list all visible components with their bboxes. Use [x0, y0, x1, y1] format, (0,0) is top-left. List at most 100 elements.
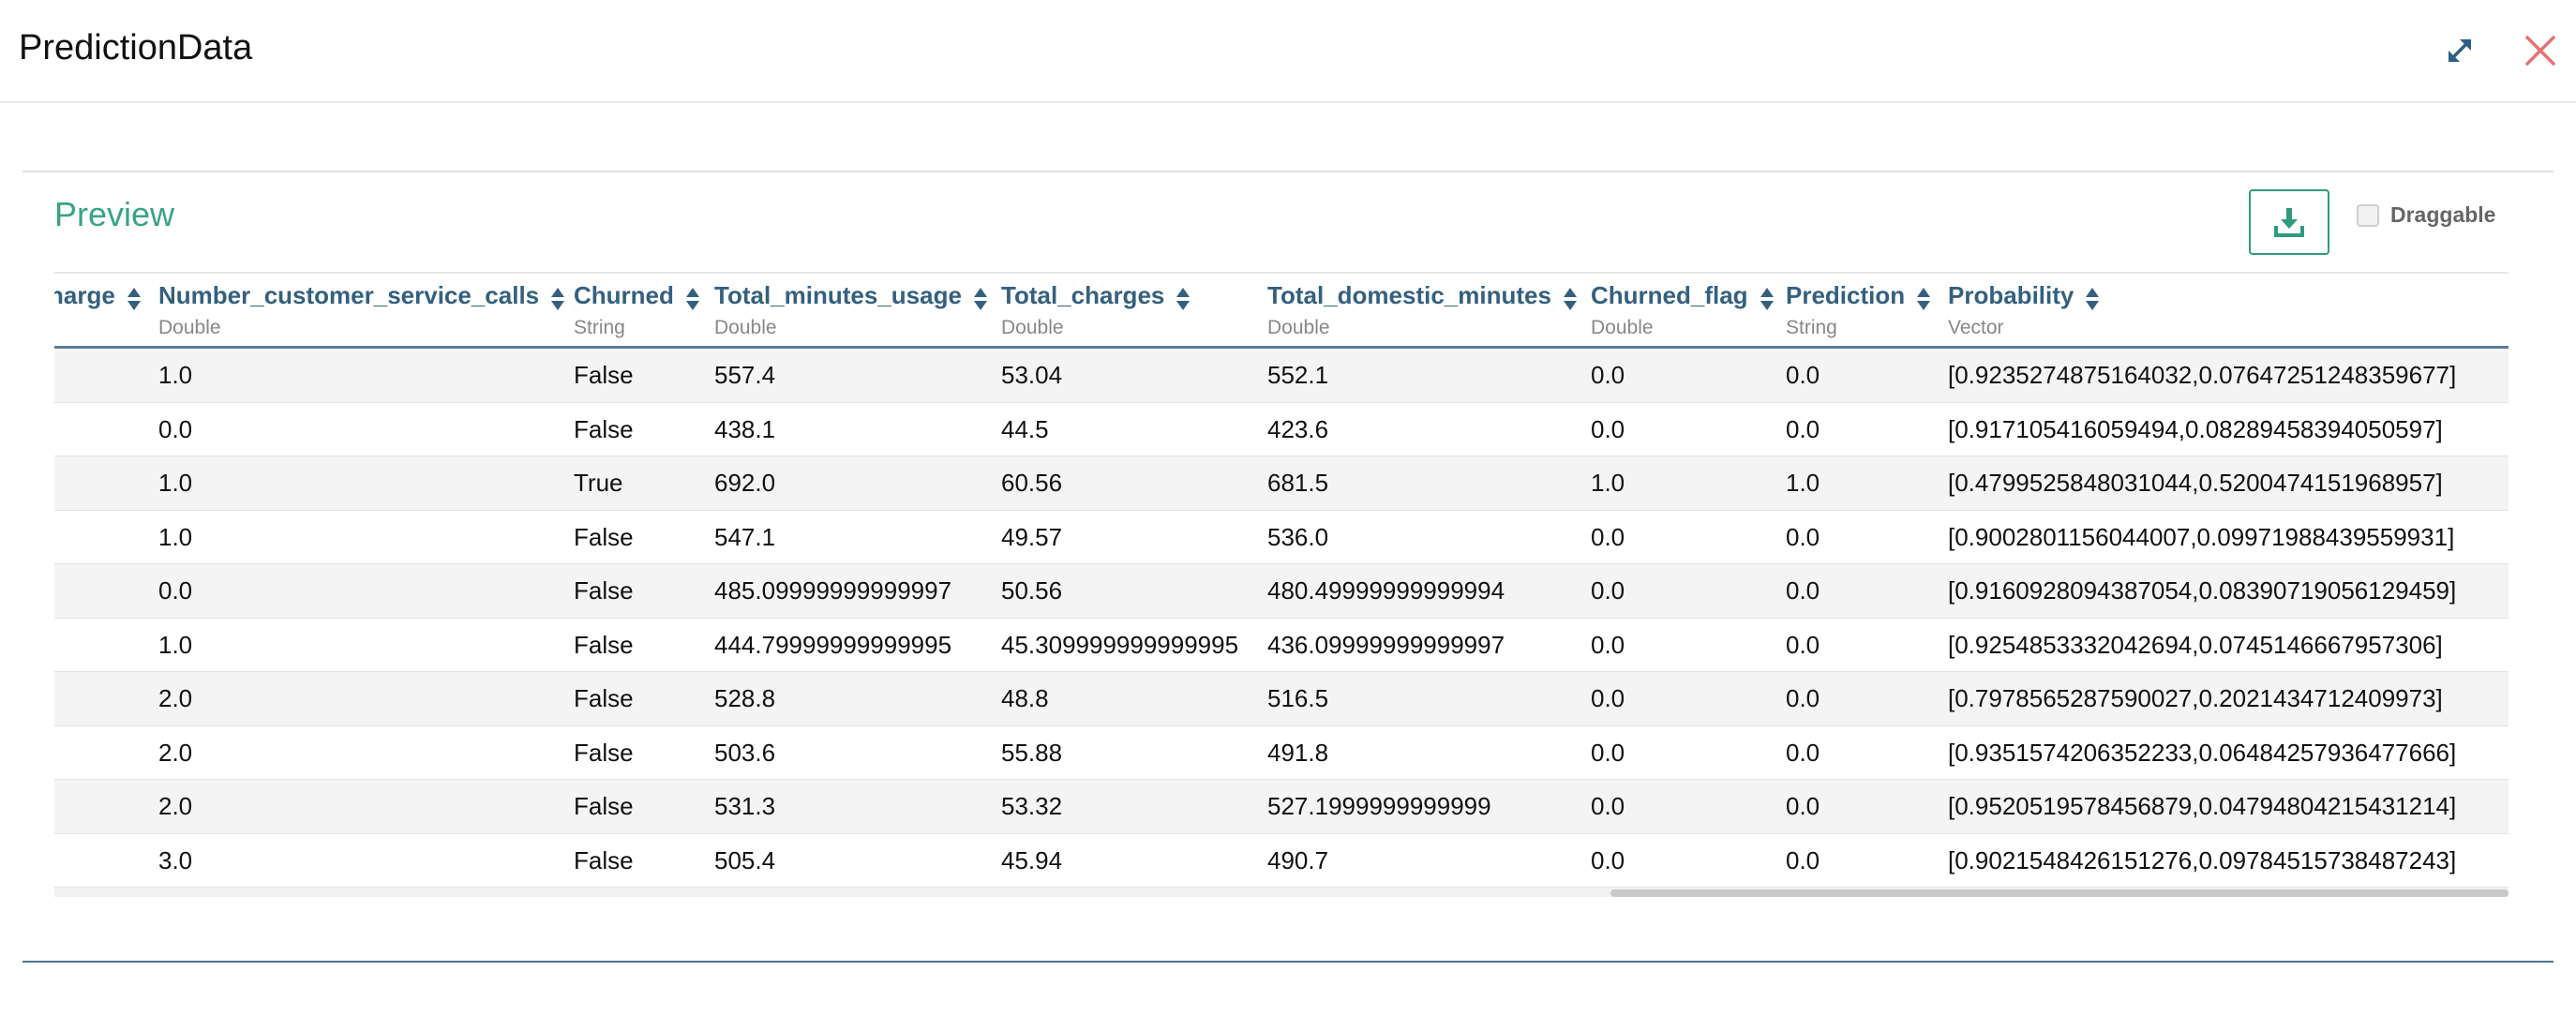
draggable-toggle[interactable]: Draggable	[2357, 202, 2495, 228]
cell-total-charges: 53.32	[1001, 792, 1063, 820]
cell-total-minutes-usage: 444.79999999999995	[714, 630, 952, 659]
cell-prediction: 0.0	[1786, 684, 1820, 712]
preview-title: Preview	[54, 195, 175, 233]
table-row[interactable]: 2.0 False 528.8 48.8 516.5 0.0 0.0 [0.79…	[54, 672, 2509, 726]
cell-number-customer-service-calls: 1.0	[158, 522, 193, 551]
column-header-churned[interactable]: Churned String	[574, 281, 700, 339]
cell-churned: False	[574, 361, 634, 389]
cell-total-domestic-minutes: 516.5	[1267, 684, 1329, 712]
table-row[interactable]: 1.0 False 547.1 49.57 536.0 0.0 0.0 [0.9…	[54, 510, 2509, 564]
cell-total-minutes-usage: 503.6	[714, 738, 776, 767]
sort-icon[interactable]	[1760, 287, 1775, 312]
bottom-divider	[22, 961, 2554, 963]
download-button[interactable]	[2249, 189, 2329, 255]
expand-button[interactable]	[2437, 28, 2482, 73]
sort-icon[interactable]	[2085, 287, 2100, 312]
column-header-probability[interactable]: Probability Vector	[1948, 281, 2100, 339]
sort-icon[interactable]	[550, 287, 565, 312]
cell-total-domestic-minutes: 480.49999999999994	[1267, 576, 1505, 605]
table-row[interactable]: 1.0 False 444.79999999999995 45.30999999…	[54, 618, 2509, 672]
cell-probability: [0.9351574206352233,0.06484257936477666]	[1948, 738, 2457, 767]
dialog-title: PredictionData	[19, 28, 253, 67]
column-header-charge[interactable]: harge	[54, 281, 142, 317]
draggable-checkbox[interactable]	[2357, 203, 2379, 227]
cell-total-domestic-minutes: 536.0	[1267, 522, 1329, 551]
sort-icon[interactable]	[973, 287, 988, 312]
cell-probability: [0.9021548426151276,0.09784515738487243]	[1948, 845, 2457, 874]
cell-total-minutes-usage: 692.0	[714, 469, 776, 497]
close-button[interactable]	[2518, 28, 2563, 73]
table-body: 1.0 False 557.4 53.04 552.1 0.0 0.0 [0.9…	[54, 349, 2509, 888]
cell-number-customer-service-calls: 0.0	[158, 414, 193, 443]
expand-arrows-icon	[2449, 39, 2471, 62]
cell-number-customer-service-calls: 0.0	[158, 576, 193, 605]
cell-total-domestic-minutes: 490.7	[1267, 845, 1329, 874]
table-row[interactable]: 3.0 False 505.4 45.94 490.7 0.0 0.0 [0.9…	[54, 833, 2509, 888]
cell-total-minutes-usage: 547.1	[714, 522, 776, 551]
cell-churned-flag: 1.0	[1591, 469, 1625, 497]
column-header-prediction[interactable]: Prediction String	[1786, 281, 1931, 339]
cell-churned: False	[574, 630, 634, 659]
cell-churned-flag: 0.0	[1591, 414, 1625, 443]
cell-total-domestic-minutes: 681.5	[1267, 469, 1329, 497]
cell-churned-flag: 0.0	[1591, 792, 1625, 820]
cell-total-charges: 49.57	[1001, 522, 1063, 551]
sort-icon[interactable]	[685, 287, 700, 312]
cell-prediction: 0.0	[1786, 576, 1820, 605]
cell-prediction: 1.0	[1786, 469, 1820, 497]
sort-icon[interactable]	[1563, 287, 1578, 312]
cell-probability: [0.9002801156044007,0.09971988439559931]	[1948, 522, 2455, 551]
cell-churned: False	[574, 738, 634, 767]
cell-number-customer-service-calls: 3.0	[158, 845, 193, 874]
horizontal-scrollbar-thumb[interactable]	[1610, 889, 2509, 897]
cell-number-customer-service-calls: 2.0	[158, 684, 193, 712]
cell-total-charges: 50.56	[1001, 576, 1063, 605]
cell-total-minutes-usage: 485.09999999999997	[714, 576, 952, 605]
sort-icon[interactable]	[1916, 287, 1931, 312]
cell-prediction: 0.0	[1786, 630, 1820, 659]
cell-total-charges: 55.88	[1001, 738, 1063, 767]
draggable-label: Draggable	[2390, 202, 2496, 227]
table-row[interactable]: 2.0 False 531.3 53.32 527.1999999999999 …	[54, 780, 2509, 834]
table-row[interactable]: 0.0 False 438.1 44.5 423.6 0.0 0.0 [0.91…	[54, 402, 2509, 456]
cell-number-customer-service-calls: 1.0	[158, 469, 193, 497]
sort-icon[interactable]	[127, 287, 142, 312]
dialog-titlebar: PredictionData	[0, 0, 2576, 103]
column-header-total-minutes-usage[interactable]: Total_minutes_usage Double	[714, 281, 988, 339]
table-row[interactable]: 0.0 False 485.09999999999997 50.56 480.4…	[54, 564, 2509, 619]
close-x-icon	[2525, 36, 2555, 66]
table-row[interactable]: 1.0 False 557.4 53.04 552.1 0.0 0.0 [0.9…	[54, 349, 2509, 403]
cell-probability: [0.9235274875164032,0.07647251248359677]	[1948, 361, 2457, 389]
cell-churned: False	[574, 845, 634, 874]
cell-total-minutes-usage: 557.4	[714, 361, 776, 389]
cell-prediction: 0.0	[1786, 414, 1820, 443]
cell-total-charges: 44.5	[1001, 414, 1049, 443]
cell-probability: [0.9520519578456879,0.04794804215431214]	[1948, 792, 2457, 820]
cell-total-domestic-minutes: 436.09999999999997	[1267, 630, 1505, 659]
cell-probability: [0.7978565287590027,0.2021434712409973]	[1948, 684, 2443, 712]
cell-churned: False	[574, 522, 634, 551]
cell-prediction: 0.0	[1786, 845, 1820, 874]
column-header-total-charges[interactable]: Total_charges Double	[1001, 281, 1191, 339]
cell-number-customer-service-calls: 2.0	[158, 738, 193, 767]
cell-total-minutes-usage: 528.8	[714, 684, 776, 712]
table-row[interactable]: 1.0 True 692.0 60.56 681.5 1.0 1.0 [0.47…	[54, 456, 2509, 511]
cell-churned-flag: 0.0	[1591, 684, 1625, 712]
sort-icon[interactable]	[1176, 287, 1191, 312]
cell-probability: [0.4799525848031044,0.5200474151968957]	[1948, 469, 2443, 497]
cell-churned-flag: 0.0	[1591, 361, 1625, 389]
cell-total-charges: 45.309999999999995	[1001, 630, 1239, 659]
cell-total-charges: 60.56	[1001, 469, 1063, 497]
column-header-total-domestic-minutes[interactable]: Total_domestic_minutes Double	[1267, 281, 1578, 339]
download-tray-icon	[2274, 208, 2304, 237]
column-header-churned-flag[interactable]: Churned_flag Double	[1591, 281, 1775, 339]
cell-churned-flag: 0.0	[1591, 630, 1625, 659]
column-header-number-customer-service-calls[interactable]: Number_customer_service_calls Double	[158, 281, 565, 339]
table-row[interactable]: 2.0 False 503.6 55.88 491.8 0.0 0.0 [0.9…	[54, 725, 2509, 780]
cell-total-charges: 45.94	[1001, 845, 1063, 874]
horizontal-scrollbar[interactable]	[54, 888, 2509, 897]
cell-total-domestic-minutes: 491.8	[1267, 738, 1329, 767]
cell-churned: False	[574, 576, 634, 605]
cell-total-charges: 48.8	[1001, 684, 1049, 712]
cell-total-minutes-usage: 505.4	[714, 845, 776, 874]
